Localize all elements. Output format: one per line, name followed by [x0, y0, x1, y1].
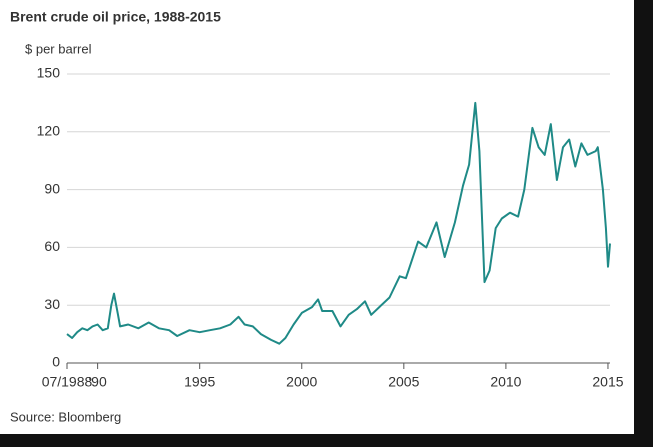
x-tick-label: 2010: [490, 374, 521, 390]
source: Source: Bloomberg: [10, 409, 121, 424]
x-tick-label: '90: [88, 374, 106, 390]
x-tick-label: 2005: [388, 374, 419, 390]
panel: [0, 0, 634, 434]
line-series: [66, 101, 611, 345]
y-tick-label: 120: [37, 123, 61, 139]
y-tick-label: 60: [44, 238, 60, 254]
x-tick-label: 2000: [286, 374, 317, 390]
chart-title: Brent crude oil price, 1988-2015: [10, 9, 221, 25]
x-tick-label: 2015: [592, 374, 623, 390]
y-tick-label: 90: [44, 180, 60, 196]
y-tick-label: 150: [37, 65, 61, 81]
y-tick-label: 30: [44, 296, 60, 312]
y-tick-label: 0: [52, 354, 60, 370]
x-tick-label: 1995: [184, 374, 215, 390]
x-tick-label: 07/1988: [42, 374, 93, 390]
y-axis-label: $ per barrel: [25, 41, 92, 56]
